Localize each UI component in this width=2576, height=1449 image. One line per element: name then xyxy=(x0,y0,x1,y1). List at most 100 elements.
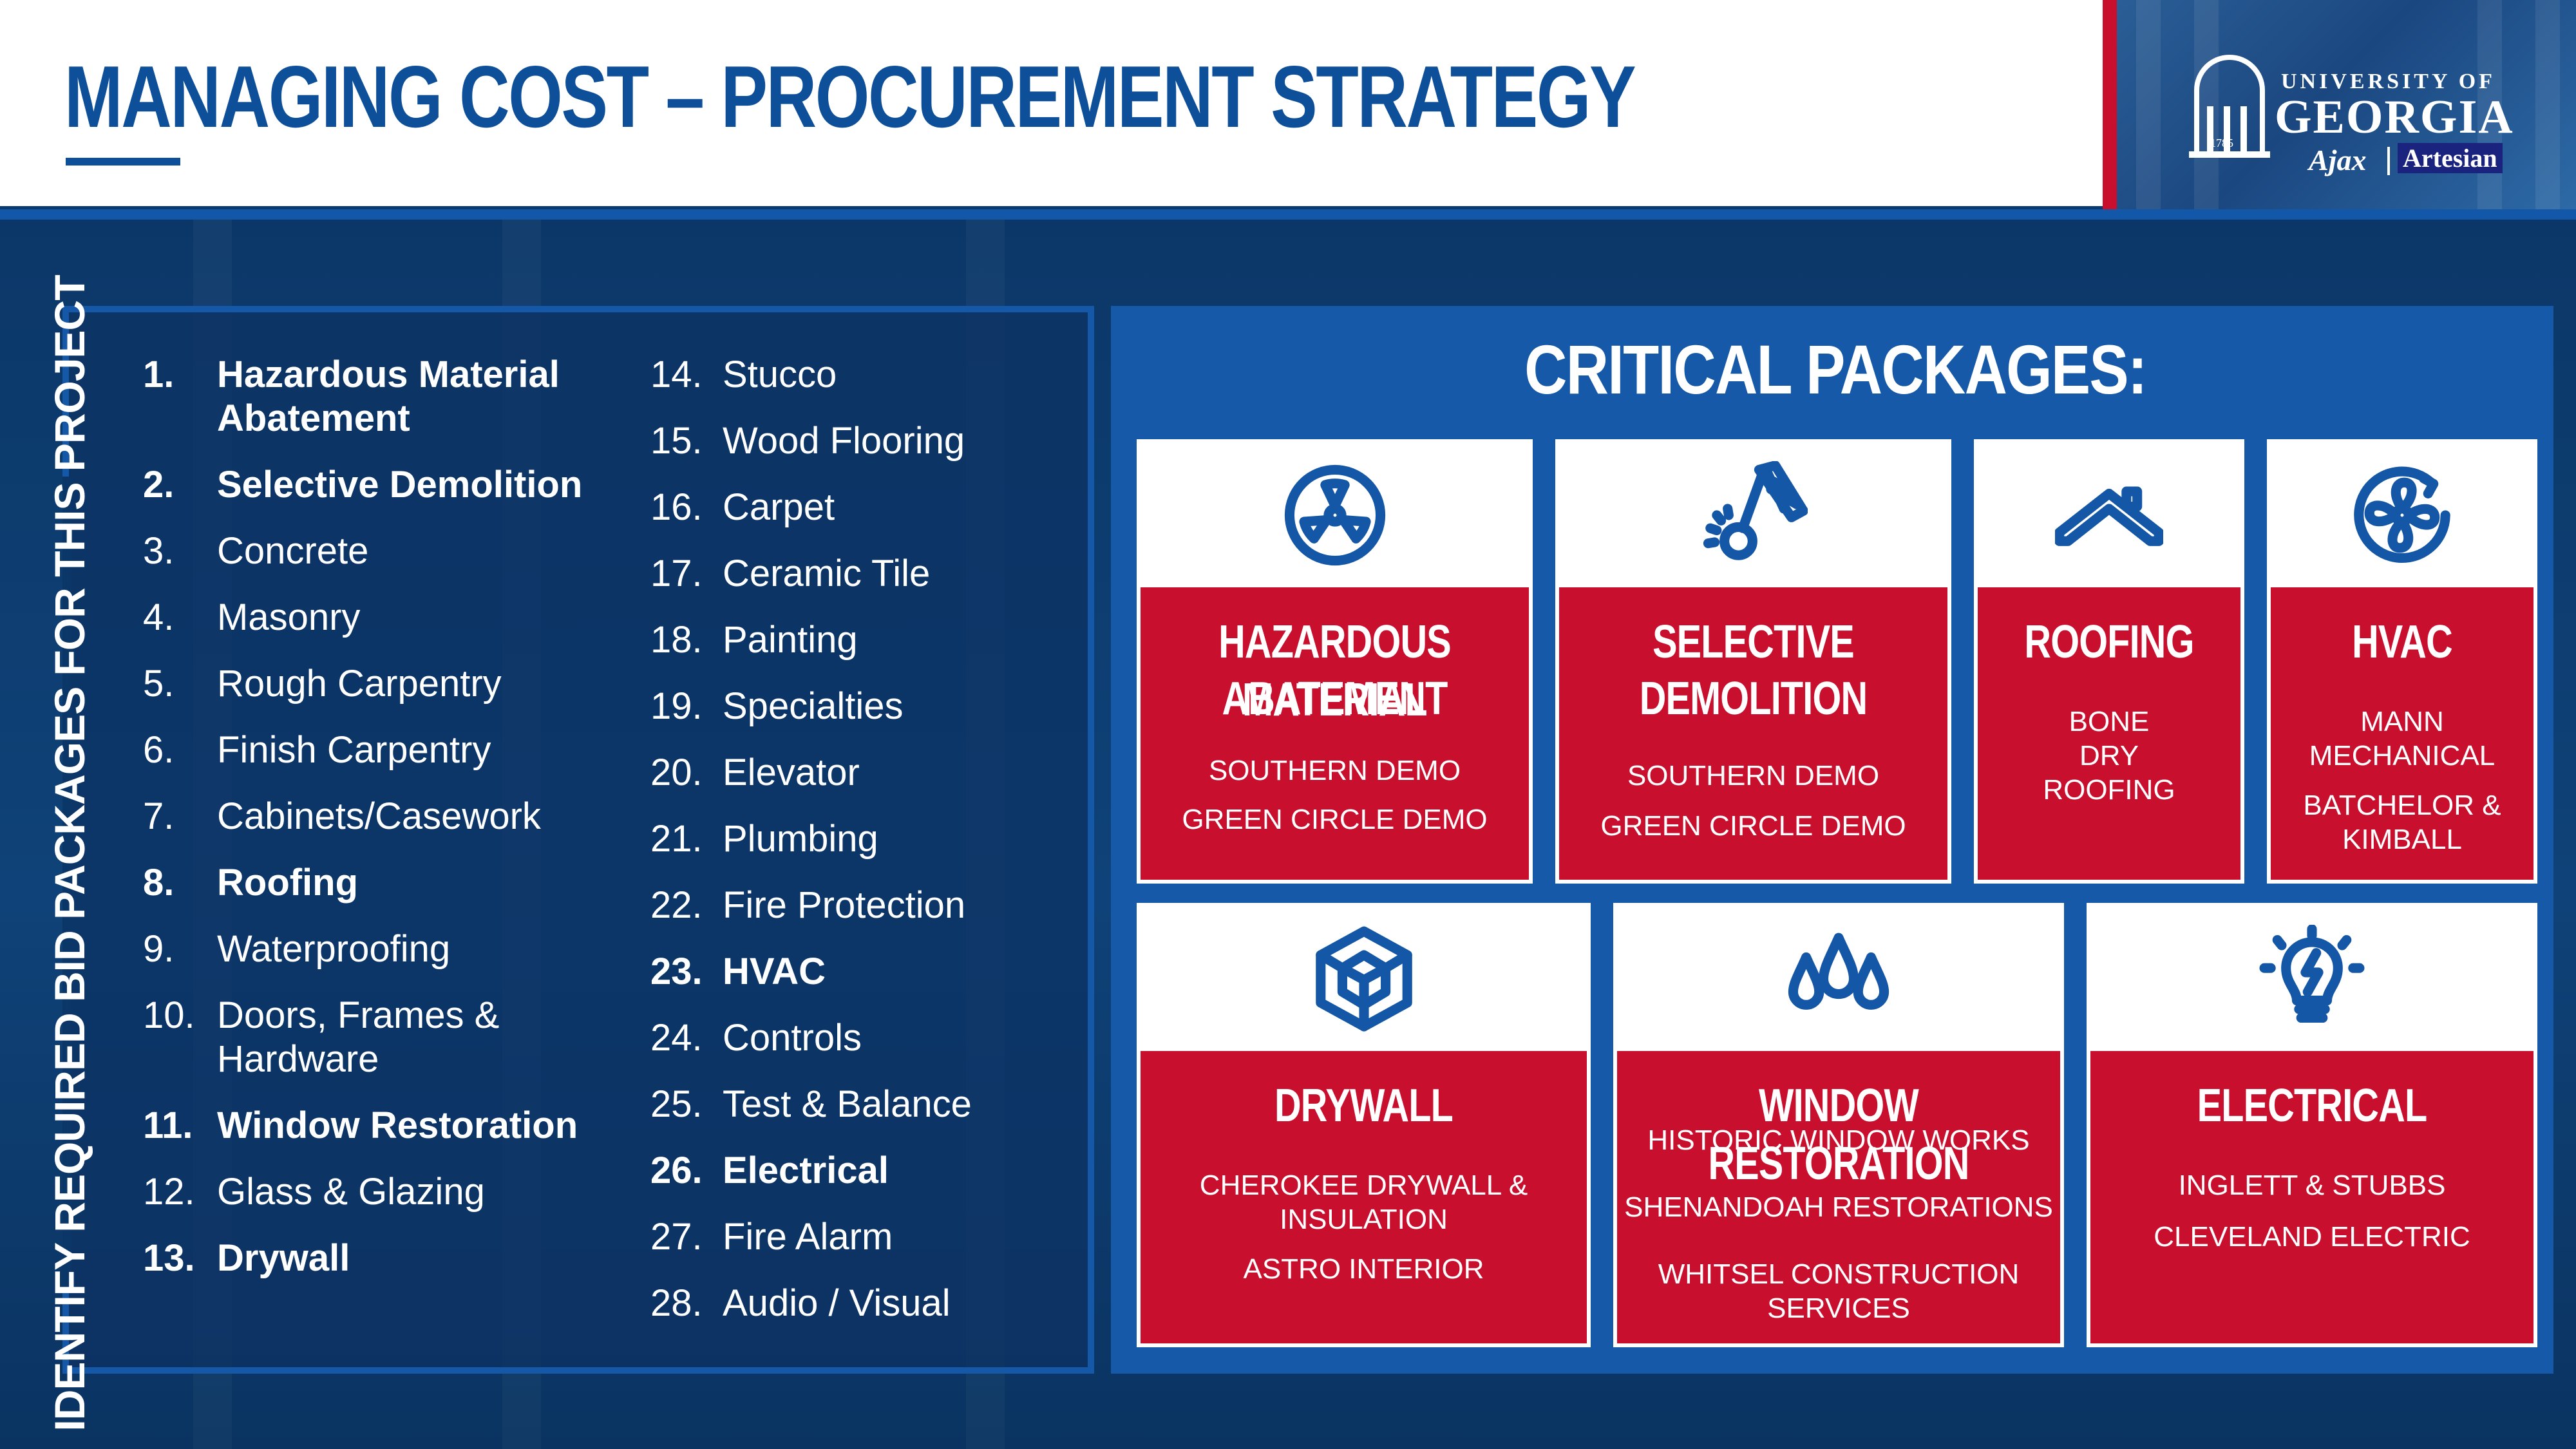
bid-package-name: Drywall xyxy=(217,1237,350,1279)
card-selective-demolition: SELECTIVE DEMOLITION SOUTHERN DEMO GREEN… xyxy=(1555,439,1951,884)
card-contractor: GREEN CIRCLE DEMO xyxy=(1600,810,1906,842)
card-title-line1: HVAC xyxy=(2352,616,2453,668)
bid-package-number: 1. xyxy=(143,354,175,395)
bid-package-name: Window Restoration xyxy=(217,1104,578,1146)
bid-package-number: 22. xyxy=(650,884,703,926)
wrecking-ball-icon xyxy=(1703,461,1808,560)
bid-package-number: 16. xyxy=(650,486,703,528)
card-title-line1: DRYWALL xyxy=(1274,1080,1454,1132)
bid-package-number: 13. xyxy=(143,1237,195,1279)
bid-package-number: 8. xyxy=(143,862,175,904)
water-drops-icon xyxy=(1788,933,1889,1010)
bid-package-name: Stucco xyxy=(723,354,837,395)
bid-package-number: 27. xyxy=(650,1216,703,1258)
card-drywall: DRYWALL CHEROKEE DRYWALL & INSULATION AS… xyxy=(1137,903,1591,1347)
page-title: MANAGING COST – PROCUREMENT STRATEGY xyxy=(64,48,1636,146)
lightbulb-icon xyxy=(2259,925,2365,1023)
radiation-icon xyxy=(1284,464,1385,566)
header-divider xyxy=(0,209,2576,220)
bid-package-name: Rough Carpentry xyxy=(217,663,502,705)
bid-package-item: 15. Wood Flooring xyxy=(650,419,1063,463)
header-bar xyxy=(0,0,2103,206)
bid-package-item: 8. Roofing xyxy=(143,861,632,905)
bid-package-name: Finish Carpentry xyxy=(217,729,491,771)
red-accent-stripe xyxy=(2103,0,2117,209)
bid-package-name: HVAC xyxy=(723,951,826,992)
bid-package-item: 13. Drywall xyxy=(143,1236,632,1280)
bid-package-item: 12. Glass & Glazing xyxy=(143,1170,632,1214)
card-hvac: HVAC MANN MECHANICAL BATCHELOR & KIMBALL xyxy=(2267,439,2537,884)
bid-package-item: 26. Electrical xyxy=(650,1149,1063,1193)
university-name-line1: UNIVERSITY OF xyxy=(2281,70,2496,93)
card-hazardous-material: HAZARDOUS MATERIAL ABATEMENT SOUTHERN DE… xyxy=(1137,439,1533,884)
bid-package-name: Test & Balance xyxy=(723,1083,972,1125)
bid-package-item: 6. Finish Carpentry xyxy=(143,728,632,772)
bid-package-number: 18. xyxy=(650,619,703,661)
bid-package-number: 17. xyxy=(650,553,703,594)
bid-package-item: 14. Stucco xyxy=(650,353,1063,397)
critical-packages-title: CRITICAL PACKAGES: xyxy=(1524,330,2147,408)
bid-package-number: 5. xyxy=(143,663,175,705)
card-title-line2: ABATEMENT xyxy=(1222,673,1448,724)
bid-package-item: 22. Fire Protection xyxy=(650,884,1063,927)
card-contractor: INGLETT & STUBBS xyxy=(2178,1170,2446,1201)
seal-year: 1785 xyxy=(2210,137,2233,149)
card-title-line1: HAZARDOUS MATERIAL xyxy=(1218,616,1452,726)
bid-package-number: 24. xyxy=(650,1017,703,1059)
bid-package-item: 10. Doors, Frames & Hardware xyxy=(143,994,632,1081)
bid-package-name: Elevator xyxy=(723,752,860,793)
bid-package-item: 16. Carpet xyxy=(650,486,1063,529)
bid-package-number: 21. xyxy=(650,818,703,860)
bid-package-name: Doors, Frames & Hardware xyxy=(217,994,500,1080)
card-contractor: BATCHELOR & KIMBALL xyxy=(2303,790,2501,855)
bid-package-name: Fire Protection xyxy=(723,884,966,926)
card-title-line1: ELECTRICAL xyxy=(2197,1080,2428,1132)
bid-package-number: 12. xyxy=(143,1171,195,1213)
bid-package-name: Controls xyxy=(723,1017,862,1059)
partner-divider xyxy=(2387,147,2390,175)
card-contractor: WHITSEL CONSTRUCTION SERVICES xyxy=(1658,1258,2020,1324)
bid-package-name: Specialties xyxy=(723,685,904,727)
bid-package-number: 26. xyxy=(650,1150,703,1191)
card-window-restoration: WINDOW RESTORATION HISTORIC WINDOW WORKS… xyxy=(1613,903,2064,1347)
bid-package-number: 14. xyxy=(650,354,703,395)
bid-package-name: Selective Demolition xyxy=(217,464,583,506)
bid-package-item: 21. Plumbing xyxy=(650,817,1063,861)
bid-package-name: Waterproofing xyxy=(217,928,451,970)
partner-logo-ajax: Ajax xyxy=(2309,144,2367,176)
bid-package-name: Fire Alarm xyxy=(723,1216,893,1258)
card-contractor: SOUTHERN DEMO xyxy=(1208,755,1461,786)
bid-package-item: 11. Window Restoration xyxy=(143,1104,632,1148)
bid-package-name: Painting xyxy=(723,619,858,661)
bid-package-number: 10. xyxy=(143,994,195,1036)
bid-package-name: Hazardous Material Abatement xyxy=(217,354,560,439)
bid-package-item: 9. Waterproofing xyxy=(143,927,632,971)
uga-logo-panel: 1785 UNIVERSITY OF GEORGIA Ajax Artesian xyxy=(2117,0,2576,209)
bid-package-name: Audio / Visual xyxy=(723,1282,951,1324)
bid-package-number: 6. xyxy=(143,729,175,771)
bid-package-item: 7. Cabinets/Casework xyxy=(143,795,632,838)
bid-package-number: 7. xyxy=(143,795,175,837)
card-contractor: SOUTHERN DEMO xyxy=(1627,760,1880,791)
card-title-line1: WINDOW RESTORATION xyxy=(1708,1080,1969,1189)
bid-package-item: 28. Audio / Visual xyxy=(650,1282,1063,1325)
bid-package-item: 23. HVAC xyxy=(650,950,1063,994)
bid-package-item: 3. Concrete xyxy=(143,529,632,573)
uga-arch-logo-icon xyxy=(2194,55,2265,158)
card-title-line2: DEMOLITION xyxy=(1639,673,1868,724)
side-label: IDENTIFY REQUIRED BID PACKAGES FOR THIS … xyxy=(46,275,93,1432)
card-contractor: HISTORIC WINDOW WORKS xyxy=(1647,1124,2030,1156)
bid-package-name: Concrete xyxy=(217,530,369,572)
bid-package-item: 25. Test & Balance xyxy=(650,1083,1063,1126)
bid-package-item: 4. Masonry xyxy=(143,596,632,639)
card-electrical: ELECTRICAL INGLETT & STUBBS CLEVELAND EL… xyxy=(2087,903,2537,1347)
bid-package-number: 19. xyxy=(650,685,703,727)
drywall-cube-icon xyxy=(1315,926,1412,1032)
partner-logo-artesian: Artesian xyxy=(2398,143,2503,173)
bid-package-number: 3. xyxy=(143,530,175,572)
bid-package-item: 1. Hazardous Material Abatement xyxy=(143,353,632,440)
fan-icon xyxy=(2354,466,2450,563)
bid-package-number: 11. xyxy=(143,1104,193,1146)
bid-package-item: 17. Ceramic Tile xyxy=(650,552,1063,596)
card-contractor: MANN MECHANICAL xyxy=(2309,706,2496,772)
